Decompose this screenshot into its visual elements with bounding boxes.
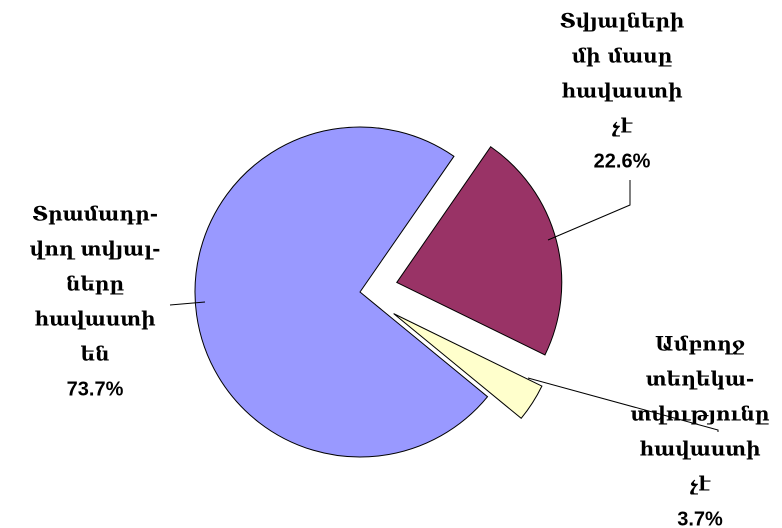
slice-label: մի մասը xyxy=(572,44,673,68)
pie-slice xyxy=(194,126,489,458)
slice-label: չէ xyxy=(690,472,712,496)
leader-line xyxy=(169,301,206,306)
leader-lines xyxy=(169,180,719,432)
slice-group xyxy=(396,146,563,356)
slice-label: Տրամադր- xyxy=(32,202,158,226)
slice-group xyxy=(194,126,489,458)
slice-label: հավաստի xyxy=(34,307,155,331)
slice-label: ները xyxy=(66,272,124,296)
leader-line xyxy=(547,180,631,241)
slice-label: հավաստի xyxy=(561,79,682,103)
slice-label: չէ xyxy=(612,114,634,138)
slice-group xyxy=(393,313,543,420)
slice-label: տեղեկա- xyxy=(646,367,755,391)
slice-label: տվությունը xyxy=(631,402,770,426)
pie-slice xyxy=(393,313,543,420)
slice-label: վող տվյալ- xyxy=(30,237,161,261)
slice-label: են xyxy=(81,342,110,366)
value-label: 3.7% xyxy=(677,508,723,528)
slice-label: Ամբողջ xyxy=(655,332,745,356)
value-label: 73.7% xyxy=(67,378,124,400)
slice-label: Տվյալների xyxy=(560,9,685,33)
slice-label: հավաստի xyxy=(639,437,760,461)
value-label: 22.6% xyxy=(594,150,651,172)
pie-slice xyxy=(396,146,563,356)
leader-line xyxy=(527,377,719,432)
